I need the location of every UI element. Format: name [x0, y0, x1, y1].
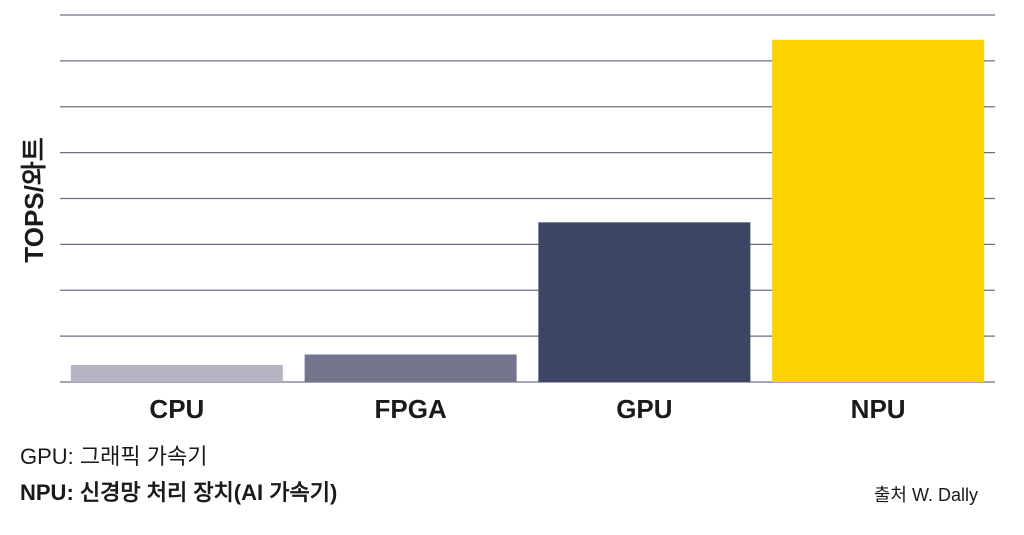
bar [304, 354, 517, 382]
note: GPU: 그래픽 가속기 [20, 444, 207, 469]
x-tick-label: GPU [616, 394, 672, 424]
bar [538, 222, 751, 382]
bar [70, 365, 283, 382]
x-tick-label: NPU [851, 394, 906, 424]
source: 출처 W. Dally [874, 485, 978, 505]
note: NPU: 신경망 처리 장치(AI 가속기) [20, 480, 337, 505]
y-axis-label: TOPS/와트 [19, 137, 49, 262]
bar [772, 39, 985, 383]
x-tick-label: FPGA [375, 394, 447, 424]
x-tick-label: CPU [149, 394, 204, 424]
